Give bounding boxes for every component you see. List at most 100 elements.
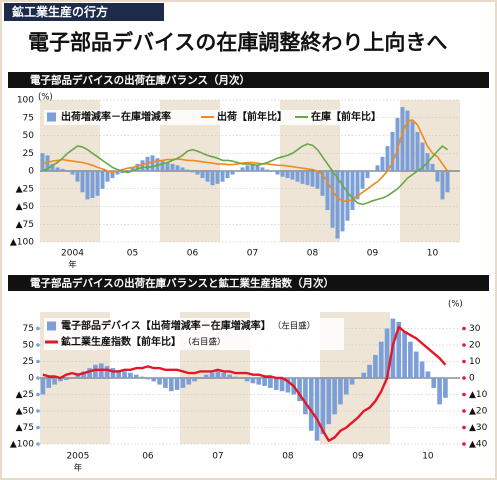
bar bbox=[215, 371, 221, 378]
bar bbox=[52, 378, 57, 385]
bar bbox=[405, 110, 410, 171]
bar bbox=[55, 167, 60, 171]
bar bbox=[110, 171, 115, 179]
bar bbox=[180, 378, 186, 388]
bar bbox=[192, 378, 197, 382]
bar bbox=[165, 162, 170, 171]
bar bbox=[350, 171, 355, 211]
bar bbox=[425, 371, 431, 378]
y-tick-dot bbox=[36, 343, 40, 347]
y-tick-dot bbox=[36, 442, 40, 446]
y-tick-label: 0 bbox=[28, 374, 34, 384]
bar bbox=[157, 378, 162, 385]
bar bbox=[402, 331, 407, 378]
y2-tick-dot bbox=[462, 359, 466, 364]
bar bbox=[151, 378, 157, 382]
bar bbox=[145, 378, 151, 380]
bar bbox=[265, 169, 270, 171]
bar bbox=[300, 171, 305, 184]
bar bbox=[297, 378, 302, 402]
bar bbox=[130, 167, 135, 171]
line bbox=[42, 119, 449, 203]
legend-label: 鉱工業生産指数【前年比】 bbox=[61, 335, 181, 348]
bar bbox=[413, 351, 419, 378]
bar bbox=[335, 171, 340, 239]
bar bbox=[279, 378, 285, 392]
bar bbox=[320, 171, 325, 196]
bar bbox=[100, 171, 105, 189]
bar bbox=[250, 378, 256, 384]
bar bbox=[385, 146, 390, 171]
bar bbox=[408, 341, 413, 378]
y-tick-label: ▲25 bbox=[16, 184, 34, 194]
bar bbox=[380, 156, 385, 171]
bar bbox=[285, 171, 290, 179]
bar bbox=[220, 171, 225, 182]
bar bbox=[227, 374, 232, 378]
bar bbox=[268, 378, 273, 388]
bar bbox=[390, 131, 395, 171]
bar bbox=[90, 171, 95, 198]
line bbox=[42, 325, 447, 442]
bar bbox=[163, 378, 168, 388]
bar bbox=[210, 171, 215, 186]
bar bbox=[260, 167, 265, 171]
bar bbox=[209, 372, 215, 378]
panel-header bbox=[8, 72, 489, 88]
y2-tick-label: 0 bbox=[469, 374, 475, 384]
y-tick-label: 0 bbox=[28, 167, 34, 177]
bar bbox=[262, 378, 267, 386]
bar bbox=[420, 142, 425, 171]
y2-tick-label: 20 bbox=[469, 341, 481, 351]
bar bbox=[75, 171, 80, 182]
bar bbox=[140, 160, 145, 171]
bar bbox=[70, 171, 75, 175]
bar bbox=[440, 171, 445, 200]
legend-swatch bbox=[47, 321, 56, 331]
bar bbox=[244, 378, 250, 382]
x-tick-label: 09 bbox=[367, 249, 379, 259]
y-tick-dot bbox=[36, 392, 40, 397]
y-tick-dot bbox=[36, 376, 40, 380]
y-tick-label: ▲75 bbox=[16, 423, 34, 433]
bar bbox=[367, 364, 372, 378]
bar bbox=[415, 131, 420, 171]
legend-label: 在庫【前年比】 bbox=[311, 110, 381, 123]
legend-label: 電子部品デバイス【出荷増減率－在庫増減率】 bbox=[61, 319, 271, 332]
bar bbox=[80, 171, 85, 193]
bar bbox=[275, 171, 280, 175]
bar bbox=[180, 167, 185, 171]
bar bbox=[190, 171, 195, 173]
x-tick-label: 2004 bbox=[61, 249, 84, 259]
legend-note: （右目盛） bbox=[183, 337, 226, 348]
y-tick-label: ▲25 bbox=[16, 390, 34, 400]
bar bbox=[330, 171, 335, 228]
y2-tick-dot bbox=[462, 392, 466, 397]
bar bbox=[326, 378, 332, 425]
y-unit: (%) bbox=[38, 93, 53, 103]
bar bbox=[400, 107, 405, 171]
bar bbox=[410, 121, 415, 171]
bar bbox=[215, 171, 220, 184]
x-tick-label: 07 bbox=[212, 452, 223, 462]
y-tick-label: 50 bbox=[23, 131, 35, 141]
bar bbox=[185, 169, 190, 171]
y-tick-label: ▲50 bbox=[16, 407, 35, 417]
y2-tick-dot bbox=[462, 343, 466, 347]
tag: 鉱工業生産の行方 bbox=[12, 4, 108, 19]
bar bbox=[295, 171, 300, 182]
bar bbox=[175, 165, 180, 171]
y2-tick-label: ▲10 bbox=[469, 390, 488, 400]
bar bbox=[95, 171, 100, 196]
bar bbox=[360, 171, 365, 189]
bar bbox=[419, 361, 425, 378]
bar bbox=[40, 378, 46, 395]
panel-title: 電子部品デバイスの出荷在庫バランスと鉱工業生産指数（月次） bbox=[30, 277, 334, 290]
bar bbox=[225, 171, 230, 179]
bar bbox=[50, 163, 55, 171]
x-tick-label: 07 bbox=[247, 249, 258, 259]
bar bbox=[60, 168, 65, 171]
x-tick-label: 10 bbox=[427, 249, 439, 259]
bar bbox=[120, 171, 125, 174]
bar bbox=[396, 321, 402, 378]
